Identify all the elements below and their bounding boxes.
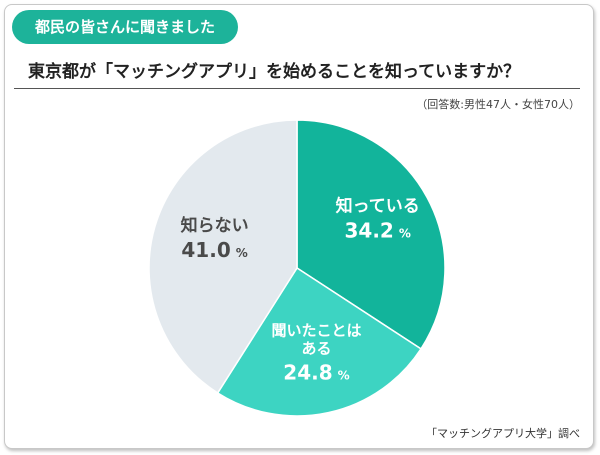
slice-value-label: 41.0% bbox=[181, 238, 247, 262]
source-credit: 「マッチングアプリ大学」調べ bbox=[426, 427, 580, 440]
slice-value-label: 24.8% bbox=[283, 361, 349, 385]
title-divider bbox=[14, 88, 580, 89]
slice-category-label: ある bbox=[301, 340, 331, 358]
slice-category-label: 聞いたことは bbox=[271, 322, 361, 340]
slice-value-label: 34.2% bbox=[345, 218, 411, 242]
slice-category-label: 知っている bbox=[335, 195, 420, 216]
respondent-count: （回答数:男性47人・女性70人） bbox=[416, 98, 580, 111]
pie-slice bbox=[216, 266, 422, 417]
survey-badge: 都民の皆さんに聞きました bbox=[12, 10, 238, 44]
pie-slice bbox=[148, 119, 298, 394]
question-title: 東京都が「マッチングアプリ」を始めることを知っていますか？ bbox=[28, 62, 521, 82]
slice-category-label: 知らない bbox=[180, 215, 249, 236]
